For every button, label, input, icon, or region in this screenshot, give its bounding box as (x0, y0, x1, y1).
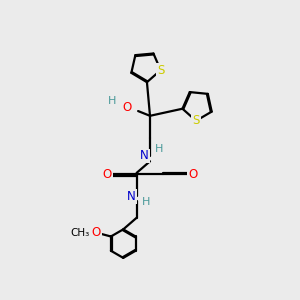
Text: O: O (92, 226, 101, 239)
Text: H: H (142, 197, 150, 207)
Text: S: S (157, 64, 164, 77)
Text: H: H (155, 143, 163, 154)
Text: O: O (188, 168, 197, 181)
Text: H: H (108, 96, 116, 106)
Text: N: N (127, 190, 136, 202)
Text: CH₃: CH₃ (70, 228, 89, 238)
Text: O: O (122, 101, 132, 114)
Text: O: O (103, 168, 112, 181)
Text: N: N (140, 149, 149, 162)
Text: S: S (192, 114, 200, 127)
